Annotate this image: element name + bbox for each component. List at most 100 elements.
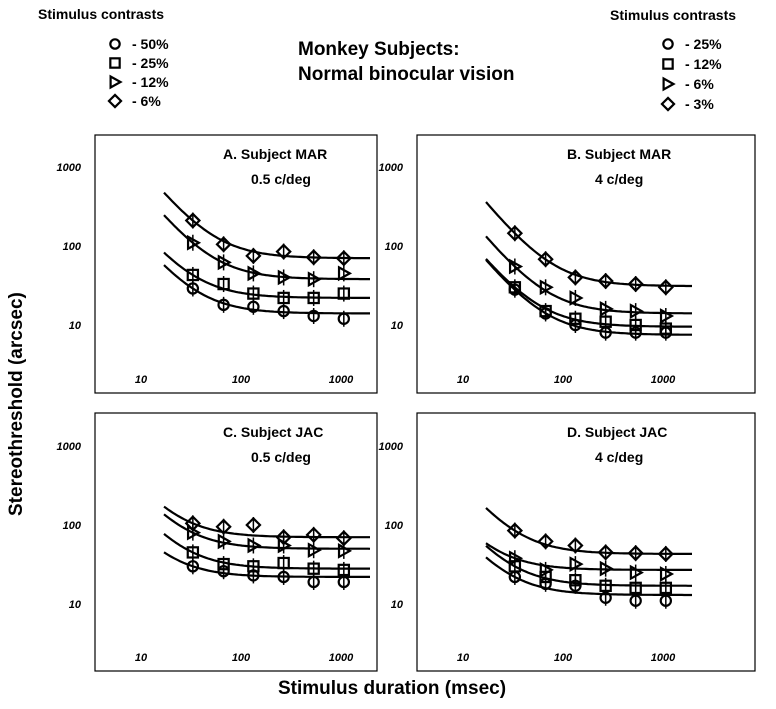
panel-B-point-triangle	[539, 279, 554, 296]
panel-C-point-circle	[247, 569, 260, 582]
panel-B-x-tick-label: 1000	[651, 374, 676, 386]
panel-B-y-tick-label: 100	[385, 241, 404, 253]
panel-D-point-circle	[629, 594, 642, 607]
panel-B-point-circle	[599, 326, 612, 339]
panel-A-y-tick-label: 100	[63, 241, 82, 253]
panel-A-y-tick-label: 10	[69, 320, 82, 332]
panel-B-point-diamond	[597, 272, 614, 290]
legend-right-label: - 6%	[685, 76, 714, 92]
panel-B-point-diamond	[567, 269, 584, 286]
panel-D-fit-triangle	[485, 542, 692, 571]
panel-B-fit-circle	[485, 259, 692, 336]
panel-A-point-circle	[217, 298, 230, 312]
panel-B-x-tick-label: 100	[554, 374, 573, 386]
panel-A-point-triangle	[277, 269, 292, 286]
panel-D-frame	[416, 412, 756, 672]
legend-right-marker-square	[662, 58, 674, 70]
panel-A-subtitle: 0.5 c/deg	[251, 171, 311, 187]
panel-D: 10 100 1000 10 100 1000 D. Subject JAC 4 c/deg	[379, 412, 756, 672]
panel-B: 10 100 1000 10 100 1000 B. Subject MAR 4 c/deg	[379, 134, 756, 394]
panel-C: 10 100 1000 10 100 1000 C. Subject JAC 0.5 c/de…	[57, 412, 378, 672]
panel-A-title: A. Subject MAR	[223, 146, 327, 162]
panel-A-point-diamond	[335, 250, 352, 267]
panel-A: 10 100 1000 10 100 1000 A. Subject MAR 0.5 c/de…	[57, 134, 378, 394]
panel-C-title: C. Subject JAC	[223, 424, 323, 440]
panel-A-point-triangle	[337, 265, 353, 282]
panel-C-y-tick-label: 1000	[57, 441, 82, 453]
panel-C-x-tick-label: 1000	[329, 652, 354, 664]
panel-B-subtitle: 4 c/deg	[595, 171, 643, 187]
panel-A-point-diamond	[275, 243, 292, 260]
panel-D-point-triangle	[629, 564, 644, 581]
panel-A-point-circle	[186, 282, 200, 295]
panel-B-point-triangle	[508, 258, 524, 275]
panel-D-x-tick-label: 100	[554, 652, 573, 664]
panel-A-point-circle	[307, 309, 320, 323]
panel-A-fit-triangle	[163, 214, 370, 281]
panel-D-point-diamond	[657, 545, 674, 563]
panel-C-point-circle	[307, 575, 320, 589]
panel-C-point-triangle	[247, 537, 262, 554]
panel-D-point-diamond	[537, 533, 554, 550]
legend-left-label: - 12%	[132, 74, 169, 90]
panel-C-point-square	[186, 546, 200, 559]
panel-B-point-circle	[539, 307, 552, 320]
legend-left-label: - 25%	[132, 55, 169, 71]
panel-D-x-tick-label: 10	[457, 652, 470, 664]
legend-left-marker-triangle	[109, 74, 123, 90]
panel-B-fit-diamond	[485, 201, 692, 288]
panel-A-x-tick-label: 10	[135, 374, 148, 386]
panel-C-frame	[94, 412, 378, 672]
panel-C-point-circle	[337, 575, 351, 589]
legend-right-label: - 12%	[685, 56, 722, 72]
panel-C-point-circle	[217, 565, 230, 578]
panel-A-point-diamond	[215, 236, 232, 253]
panel-B-point-circle	[629, 326, 642, 339]
panel-D-point-circle	[539, 577, 552, 591]
panel-C-point-diamond	[305, 526, 322, 544]
panel-A-point-triangle	[186, 234, 202, 251]
panel-B-x-tick-label: 10	[457, 374, 470, 386]
panel-D-point-circle	[599, 591, 612, 604]
panel-A-frame	[94, 134, 378, 394]
panel-A-point-diamond	[245, 247, 262, 265]
panel-A-point-triangle	[247, 265, 262, 282]
figure-title-line1: Monkey Subjects:	[298, 39, 460, 60]
panel-C-subtitle: 0.5 c/deg	[251, 449, 311, 465]
panel-D-point-circle	[659, 594, 673, 607]
panel-D-point-diamond	[567, 537, 584, 554]
panel-A-fit-diamond	[163, 191, 370, 260]
panel-B-frame	[416, 134, 756, 394]
panel-D-point-diamond	[597, 544, 614, 561]
panel-C-point-diamond	[215, 518, 232, 535]
legend-right-marker-triangle	[662, 76, 676, 92]
panel-D-y-tick-label: 100	[385, 520, 404, 532]
legend-left-marker-square	[109, 57, 121, 69]
panel-B-point-circle	[508, 283, 522, 296]
panel-C-point-circle	[186, 560, 200, 573]
panel-D-y-tick-label: 10	[391, 599, 404, 611]
panel-B-point-triangle	[629, 303, 644, 319]
figure-title-line2: Normal binocular vision	[298, 64, 515, 85]
panel-A-x-tick-label: 100	[232, 374, 251, 386]
panel-B-title: B. Subject MAR	[567, 146, 671, 162]
panel-A-point-square	[337, 287, 351, 300]
panel-A-point-triangle	[217, 254, 232, 271]
panel-C-point-triangle	[186, 524, 202, 541]
panel-A-point-triangle	[307, 271, 322, 288]
panel-C-point-triangle	[307, 542, 322, 559]
panel-B-fit-triangle	[485, 235, 692, 315]
panel-B-point-diamond	[537, 251, 554, 268]
panel-D-point-circle	[508, 570, 522, 584]
panel-C-y-tick-label: 100	[63, 520, 82, 532]
legend-left-label: - 50%	[132, 36, 169, 52]
panel-B-point-triangle	[569, 290, 584, 306]
panel-C-point-triangle	[217, 533, 232, 550]
panel-A-point-diamond	[305, 249, 322, 266]
panel-B-point-triangle	[659, 308, 675, 324]
panel-C-fit-triangle	[163, 513, 371, 550]
panel-A-point-circle	[247, 300, 260, 313]
panel-D-x-tick-label: 1000	[651, 652, 676, 664]
panel-A-point-square	[307, 291, 320, 305]
